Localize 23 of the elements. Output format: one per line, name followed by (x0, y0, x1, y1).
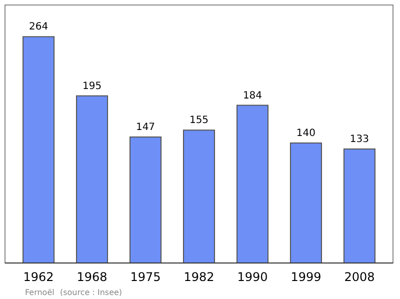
data-label: 195 (82, 80, 102, 92)
data-label: 140 (296, 128, 316, 139)
bar (343, 148, 376, 264)
x-tick-label: 1990 (237, 270, 268, 284)
data-label: 184 (242, 90, 262, 102)
x-tick-label: 1982 (184, 270, 214, 284)
bar (182, 130, 216, 264)
bar (290, 142, 322, 264)
data-label: 264 (28, 22, 48, 33)
x-tick-label: 1975 (130, 270, 161, 284)
bar (22, 36, 55, 264)
x-tick-label: 2008 (344, 270, 375, 284)
x-tick-label: 1962 (23, 270, 54, 284)
x-tick-label: 1968 (76, 270, 108, 284)
bar (76, 95, 108, 264)
data-label: 133 (350, 134, 370, 145)
x-tick-label: 1999 (290, 270, 322, 284)
bar (130, 136, 162, 264)
bar (236, 104, 268, 264)
data-label: 147 (136, 122, 156, 133)
data-label: 155 (189, 115, 209, 126)
text: Fernoël (25, 288, 54, 297)
text: (source : Insee) (60, 288, 122, 297)
